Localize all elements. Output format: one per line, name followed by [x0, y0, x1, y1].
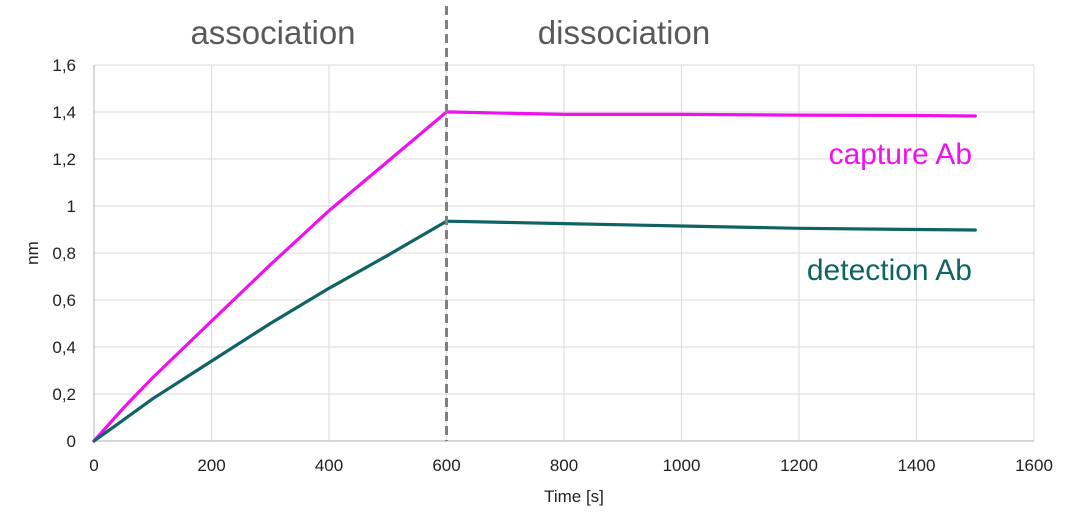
y-tick-label: 1: [67, 197, 76, 216]
y-tick-label: 0,6: [52, 291, 76, 310]
x-tick-label: 1600: [1015, 456, 1053, 475]
x-tick-label: 1200: [780, 456, 818, 475]
y-tick-label: 1,2: [52, 150, 76, 169]
x-tick-label: 800: [550, 456, 578, 475]
x-tick-label: 1400: [898, 456, 936, 475]
x-tick-label: 200: [197, 456, 225, 475]
phase-label-association: association: [190, 14, 355, 51]
annotations: association dissociation capture Ab detecti…: [190, 6, 972, 441]
x-tick-label: 400: [315, 456, 343, 475]
y-tick-label: 1,4: [52, 103, 76, 122]
y-tick-label: 0,2: [52, 385, 76, 404]
y-tick-label: 0: [67, 432, 76, 451]
series-label-detection-ab: detection Ab: [807, 254, 972, 287]
y-tick-label: 0,4: [52, 338, 76, 357]
y-tick-label: 0,8: [52, 244, 76, 263]
grid: [94, 64, 1035, 441]
x-tick-label: 600: [432, 456, 460, 475]
series-label-capture-ab: capture Ab: [829, 138, 972, 171]
x-tick-label: 0: [89, 456, 98, 475]
axes: 0 200 400 600 800 1000 1200 1400 1600 0 0,2 0,4 0,6 0…: [23, 56, 1053, 506]
x-tick-label: 1000: [663, 456, 701, 475]
y-axis-title: nm: [23, 241, 42, 265]
y-tick-label: 1,6: [52, 56, 76, 75]
phase-label-dissociation: dissociation: [538, 14, 710, 51]
x-axis-title: Time [s]: [544, 487, 604, 506]
